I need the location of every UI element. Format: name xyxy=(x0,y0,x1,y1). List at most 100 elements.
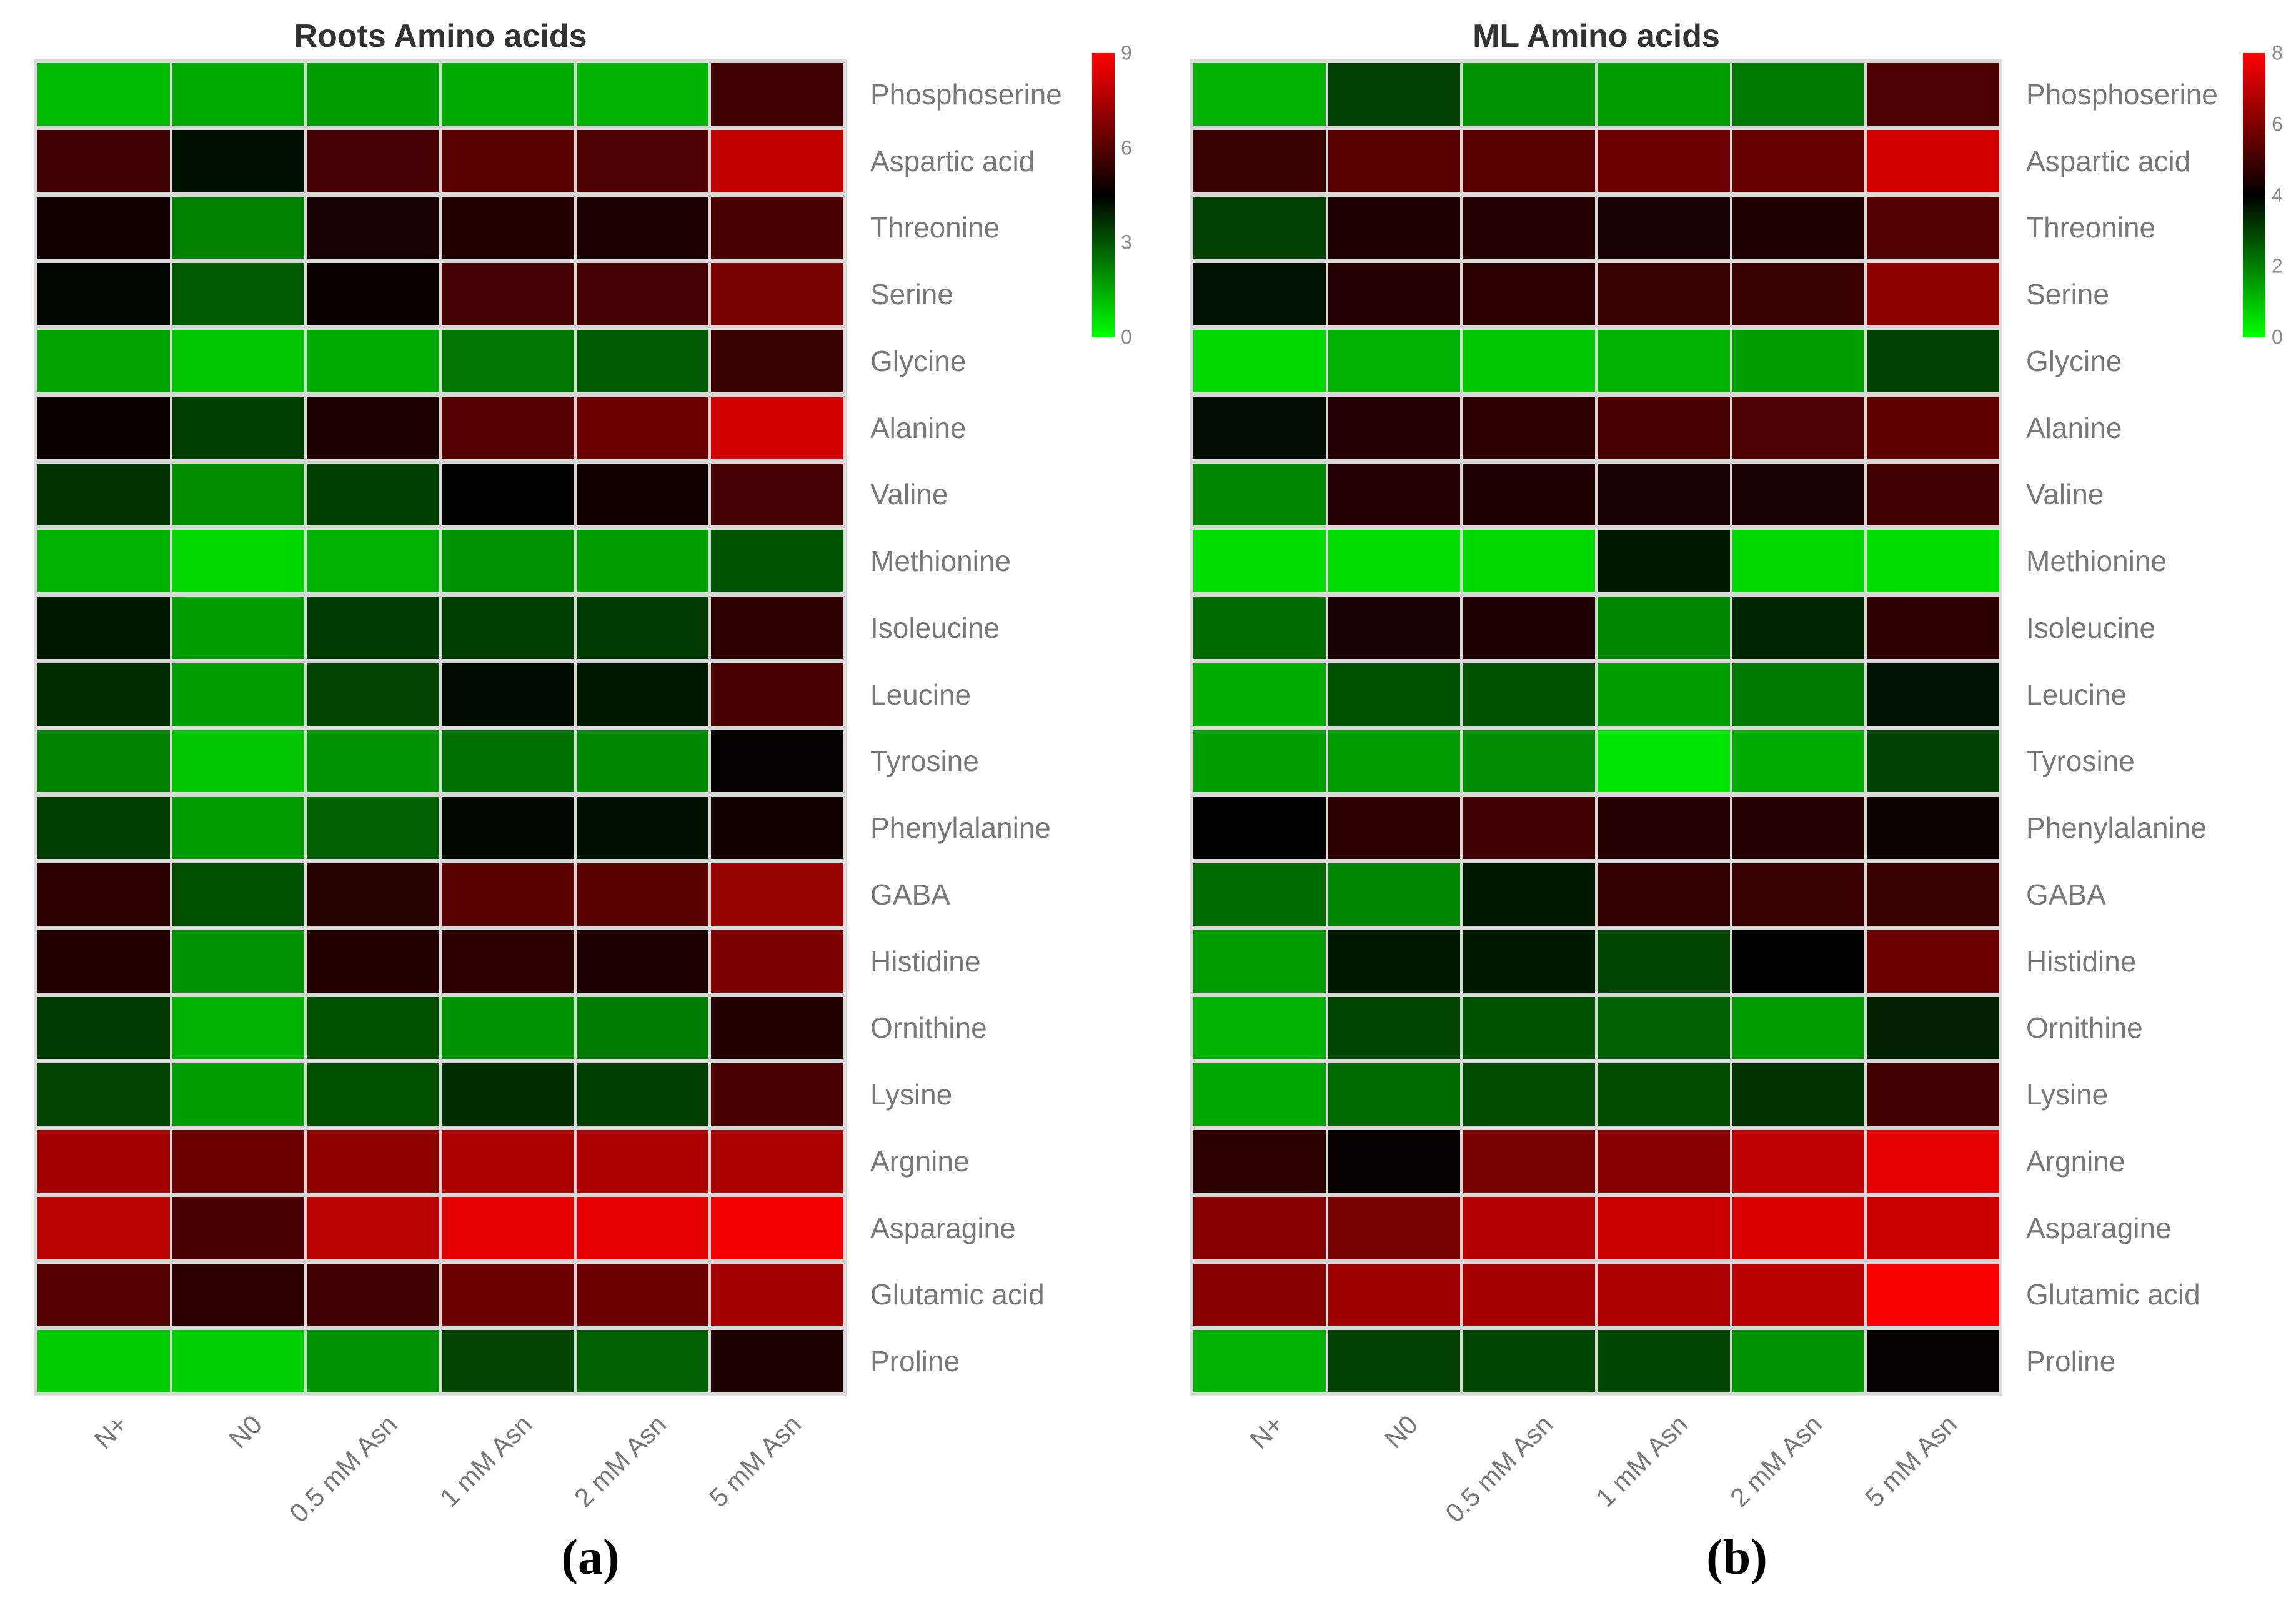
heatmap-cell xyxy=(307,597,439,659)
heatmap-cell xyxy=(37,797,170,859)
heatmap-cell xyxy=(37,263,170,325)
heatmap-cell xyxy=(172,129,305,192)
heatmap-cell xyxy=(1732,463,1865,526)
heatmap-cell xyxy=(576,330,709,392)
row-label: GABA xyxy=(2026,878,2106,911)
heatmap-cell xyxy=(1732,263,1865,325)
heatmap-cell xyxy=(1328,330,1461,392)
row-label: Aspartic acid xyxy=(2026,144,2191,177)
heatmap-cell xyxy=(1193,196,1326,259)
heatmap-cell xyxy=(307,1196,439,1259)
heatmap-cell xyxy=(442,597,574,659)
heatmap-cell xyxy=(37,996,170,1060)
heatmap-cell xyxy=(1867,930,1999,993)
heatmap-cell xyxy=(442,1196,574,1259)
row-label: Asparagine xyxy=(870,1211,1016,1244)
heatmap-cell xyxy=(172,1330,305,1392)
colorbar: 8 6 4 2 0 xyxy=(2243,42,2283,349)
heatmap-cell xyxy=(711,930,843,993)
row-label: Glycine xyxy=(870,344,967,377)
heatmap-cell xyxy=(1867,1130,1999,1193)
heatmap-cell xyxy=(307,396,439,459)
heatmap-cell xyxy=(172,330,305,392)
row-label: Phosphoserine xyxy=(870,77,1062,111)
heatmap-cell xyxy=(1328,396,1461,459)
heatmap-cell xyxy=(442,463,574,526)
heatmap-cell xyxy=(37,1196,170,1259)
heatmap-cell xyxy=(1463,1330,1595,1392)
heatmap-cell xyxy=(576,597,709,659)
x-axis-label: 5 mM Asn xyxy=(1859,1409,1963,1513)
heatmap-cell xyxy=(442,863,574,926)
heatmap-cell xyxy=(1463,597,1595,659)
heatmap-cell xyxy=(711,463,843,526)
heatmap-cell xyxy=(1867,129,1999,192)
heatmap-cell xyxy=(1732,1196,1865,1259)
heatmap-cell xyxy=(307,663,439,726)
heatmap-cell xyxy=(307,1263,439,1326)
heatmap-cell xyxy=(1867,1196,1999,1259)
heatmap-cell xyxy=(1193,1263,1326,1326)
heatmap-cell xyxy=(711,330,843,392)
heatmap-cell xyxy=(1732,396,1865,459)
heatmap-cell xyxy=(1193,863,1326,926)
heatmap-cell xyxy=(172,1196,305,1259)
heatmap-cell xyxy=(1867,1063,1999,1126)
heatmap-cell xyxy=(711,996,843,1060)
x-axis-label: 5 mM Asn xyxy=(703,1409,807,1513)
heatmap-cell xyxy=(1732,597,1865,659)
heatmap-cell xyxy=(1732,730,1865,793)
heatmap-cell xyxy=(1867,396,1999,459)
heatmap-cell xyxy=(442,530,574,592)
heatmap-cell xyxy=(1732,1330,1865,1392)
heatmap-cell xyxy=(1732,863,1865,926)
heatmap-cell xyxy=(576,530,709,592)
heatmap-cell xyxy=(442,129,574,192)
heatmap-cell xyxy=(1193,1063,1326,1126)
colorbar-tick-label: 9 xyxy=(1121,41,1132,64)
heatmap-cell xyxy=(1463,330,1595,392)
heatmap-cell xyxy=(1463,1130,1595,1193)
heatmap-cell xyxy=(1867,797,1999,859)
heatmap-cell xyxy=(576,1263,709,1326)
heatmap-cell xyxy=(1598,1196,1730,1259)
heatmap-cell xyxy=(307,530,439,592)
heatmap-cell xyxy=(1193,63,1326,126)
heatmap-cell xyxy=(1732,530,1865,592)
heatmap-cell xyxy=(37,129,170,192)
heatmap-cell xyxy=(172,996,305,1060)
heatmap-cell xyxy=(1598,730,1730,793)
row-label: Argnine xyxy=(870,1144,970,1178)
heatmap-cell xyxy=(576,396,709,459)
row-label: Phosphoserine xyxy=(2026,77,2218,111)
heatmap-grid xyxy=(1190,59,2002,1396)
heatmap-cell xyxy=(442,996,574,1060)
heatmap-cell xyxy=(1463,263,1595,325)
heatmap-cell xyxy=(1463,797,1595,859)
heatmap-cell xyxy=(1328,1263,1461,1326)
heatmap-cell xyxy=(37,863,170,926)
heatmap-cell xyxy=(1193,730,1326,793)
heatmap-cell xyxy=(1328,1196,1461,1259)
colorbar-tick-label: 0 xyxy=(2272,325,2283,349)
heatmap-cell xyxy=(1867,530,1999,592)
row-label: Alanine xyxy=(2026,411,2122,444)
heatmap-cell xyxy=(37,330,170,392)
x-axis-label: 2 mM Asn xyxy=(569,1409,672,1513)
heatmap-cell xyxy=(37,530,170,592)
heatmap-cell xyxy=(1193,663,1326,726)
colorbar: 9 6 3 0 xyxy=(1092,42,1132,349)
heatmap-cell xyxy=(307,263,439,325)
heatmap-cell xyxy=(442,1063,574,1126)
heatmap-cell xyxy=(576,730,709,793)
heatmap-cell xyxy=(711,730,843,793)
heatmap-cell xyxy=(711,1130,843,1193)
heatmap-cell xyxy=(307,63,439,126)
heatmap-cell xyxy=(711,663,843,726)
heatmap-cell xyxy=(711,196,843,259)
heatmap-cell xyxy=(1598,1263,1730,1326)
colorbar-gradient xyxy=(2243,53,2265,337)
heatmap-cell xyxy=(1598,330,1730,392)
heatmap-cell xyxy=(172,663,305,726)
